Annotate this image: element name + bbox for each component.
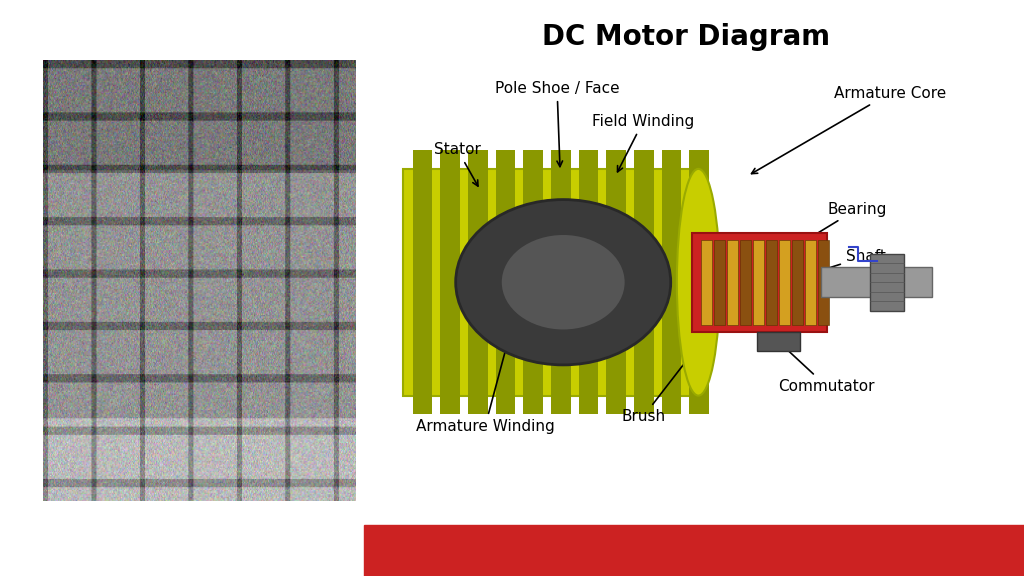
Text: Brush: Brush — [621, 345, 698, 425]
Text: Armature Core: Armature Core — [752, 86, 946, 173]
Polygon shape — [701, 240, 713, 325]
Polygon shape — [818, 240, 829, 325]
Bar — [364, 525, 1024, 576]
Polygon shape — [727, 240, 738, 325]
Polygon shape — [779, 240, 791, 325]
Polygon shape — [634, 150, 653, 415]
Circle shape — [456, 200, 671, 365]
Polygon shape — [757, 332, 800, 351]
Text: Stator: Stator — [434, 142, 481, 186]
Circle shape — [502, 235, 625, 329]
Polygon shape — [740, 240, 752, 325]
Polygon shape — [440, 150, 460, 415]
Polygon shape — [870, 254, 904, 310]
Polygon shape — [523, 150, 543, 415]
Text: Shaft: Shaft — [810, 249, 886, 275]
Polygon shape — [689, 150, 709, 415]
Polygon shape — [754, 240, 764, 325]
Ellipse shape — [677, 169, 720, 396]
Polygon shape — [662, 150, 681, 415]
Polygon shape — [715, 240, 725, 325]
Polygon shape — [766, 240, 777, 325]
Polygon shape — [821, 267, 932, 297]
Text: DC Motor Diagram: DC Motor Diagram — [542, 24, 830, 51]
Polygon shape — [413, 150, 432, 415]
Polygon shape — [606, 150, 626, 415]
Polygon shape — [496, 150, 515, 415]
Text: Bearing: Bearing — [792, 202, 887, 249]
Text: Commutator: Commutator — [766, 330, 874, 393]
Polygon shape — [579, 150, 598, 415]
Polygon shape — [468, 150, 487, 415]
Text: Pole Shoe / Face: Pole Shoe / Face — [495, 81, 620, 166]
Polygon shape — [805, 240, 816, 325]
Polygon shape — [793, 240, 803, 325]
Text: Field Winding: Field Winding — [592, 114, 694, 172]
Text: Armature Winding: Armature Winding — [416, 346, 554, 434]
Polygon shape — [692, 233, 827, 332]
Polygon shape — [403, 169, 698, 396]
Polygon shape — [551, 150, 570, 415]
